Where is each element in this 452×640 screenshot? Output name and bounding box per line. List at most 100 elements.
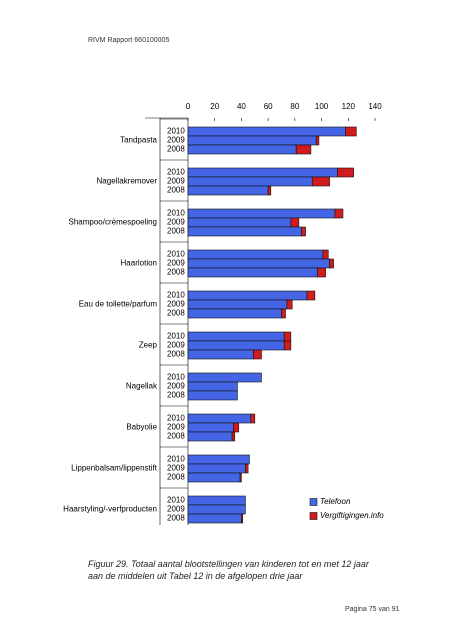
- year-label: 2010: [167, 332, 185, 341]
- bar-segment: [187, 258, 330, 269]
- legend-swatch: [309, 512, 318, 520]
- bar-segment: [329, 258, 334, 269]
- bar-segment: [187, 217, 292, 228]
- category-label: Eau de toilette/parfum: [79, 300, 158, 309]
- year-label: 2008: [167, 227, 185, 236]
- year-label: 2010: [167, 127, 185, 136]
- x-tick-label: 40: [237, 102, 246, 111]
- bar-segment: [306, 290, 316, 301]
- year-label: 2010: [167, 455, 185, 464]
- bar-segment: [187, 331, 285, 342]
- year-label: 2008: [167, 514, 185, 523]
- bar-segment: [187, 454, 250, 465]
- bar-segment: [286, 299, 293, 310]
- x-tick-label: 60: [264, 102, 273, 111]
- bar-segment: [233, 422, 240, 433]
- year-label: 2009: [167, 259, 185, 268]
- year-label: 2009: [167, 300, 185, 309]
- year-label: 2008: [167, 268, 185, 277]
- bar-segment: [231, 431, 236, 442]
- year-label: 2008: [167, 309, 185, 318]
- x-tick-label: 20: [210, 102, 219, 111]
- bar-segment: [187, 495, 246, 506]
- year-label: 2010: [167, 291, 185, 300]
- bar-segment: [187, 413, 252, 424]
- legend-label: Vergiftigingen.info: [320, 511, 384, 520]
- bar-segment: [187, 463, 246, 474]
- x-tick-label: 0: [186, 102, 191, 111]
- bar-segment: [283, 331, 292, 342]
- year-label: 2010: [167, 250, 185, 259]
- year-label: 2010: [167, 168, 185, 177]
- year-label: 2010: [167, 414, 185, 423]
- category-label: Shampoo/crèmespoeling: [69, 218, 158, 227]
- x-tick-label: 100: [315, 102, 329, 111]
- footer: Pagina 75 van 91: [345, 606, 400, 613]
- bar-segment: [187, 176, 313, 187]
- bar-segment: [187, 504, 246, 515]
- category-label: Nagellakremover: [97, 177, 158, 186]
- year-label: 2008: [167, 432, 185, 441]
- bar-segment: [267, 185, 272, 196]
- bar-segment: [295, 144, 312, 155]
- bar-segment: [290, 217, 300, 228]
- bar-segment: [337, 167, 354, 178]
- year-label: 2008: [167, 350, 185, 359]
- bar-segment: [301, 226, 306, 237]
- legend-label: Telefoon: [320, 497, 351, 506]
- x-tick-label: 80: [290, 102, 299, 111]
- bar-segment: [281, 308, 286, 319]
- bar-segment: [187, 340, 285, 351]
- bar-segment: [283, 340, 292, 351]
- x-tick-label: 120: [342, 102, 356, 111]
- bar-segment: [311, 176, 330, 187]
- bar-segment: [187, 372, 262, 383]
- category-label: Haarlotion: [121, 259, 157, 268]
- bar-segment: [187, 299, 288, 310]
- bar-segment: [317, 267, 326, 278]
- bar-segment: [187, 290, 308, 301]
- bar-segment: [187, 472, 241, 483]
- bar-segment: [187, 390, 238, 401]
- year-label: 2009: [167, 464, 185, 473]
- year-label: 2008: [167, 145, 185, 154]
- year-label: 2008: [167, 186, 185, 195]
- year-label: 2009: [167, 218, 185, 227]
- year-label: 2010: [167, 209, 185, 218]
- bar-segment: [239, 472, 242, 483]
- bar-segment: [187, 185, 269, 196]
- category-label: Babyolie: [126, 423, 157, 432]
- bar-segment: [315, 135, 320, 146]
- bar-segment: [245, 463, 249, 474]
- year-label: 2009: [167, 505, 185, 514]
- year-label: 2009: [167, 136, 185, 145]
- bar-segment: [187, 135, 317, 146]
- bar-segment: [187, 267, 318, 278]
- category-label: Tandpasta: [120, 136, 157, 145]
- bar-segment: [187, 208, 336, 219]
- year-label: 2008: [167, 473, 185, 482]
- legend-swatch: [309, 498, 318, 506]
- year-label: 2010: [167, 373, 185, 382]
- bar-segment: [187, 422, 234, 433]
- bar-segment: [241, 513, 244, 524]
- bar-segment: [187, 349, 254, 360]
- category-label: Nagellak: [126, 382, 158, 391]
- bar-segment: [334, 208, 344, 219]
- year-label: 2008: [167, 391, 185, 400]
- category-label: Zeep: [139, 341, 158, 350]
- year-label: 2009: [167, 423, 185, 432]
- bar-segment: [187, 167, 338, 178]
- year-label: 2009: [167, 382, 185, 391]
- bar-segment: [187, 249, 324, 260]
- bar-segment: [253, 349, 262, 360]
- bar-segment: [187, 144, 297, 155]
- caption: Figuur 29. Totaal aantal blootstellingen…: [88, 559, 369, 581]
- x-tick-label: 140: [368, 102, 382, 111]
- bar-segment: [187, 126, 346, 137]
- year-label: 2009: [167, 177, 185, 186]
- category-label: Haarstyling/-verfproducten: [63, 505, 157, 514]
- bar-segment: [187, 431, 233, 442]
